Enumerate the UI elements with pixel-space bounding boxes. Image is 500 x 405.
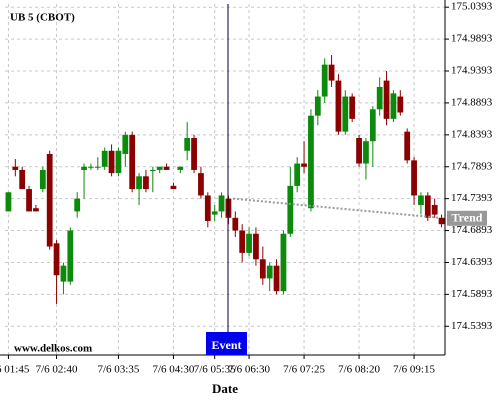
candle-body [67,230,74,282]
candle-body [383,80,390,119]
candle-body [424,195,431,218]
candle-body [33,208,39,212]
watermark: www.delkos.com [14,343,92,355]
x-tick-label: 7/6 01:45 [0,364,30,376]
candle-body [184,138,191,151]
y-tick-label: 174.9893 [451,33,493,45]
x-tick-label: 7/6 04:30 [153,364,195,376]
candle-body [390,93,397,119]
candle-body [438,217,445,225]
candle-body [122,134,129,154]
candle-body [211,211,218,215]
trend-box [447,210,487,226]
candle-body [287,185,294,234]
candle-body [363,141,369,164]
y-tick-label: 174.8893 [451,96,493,108]
event-label: Event [212,338,242,352]
y-tick-label: 174.7893 [451,160,493,172]
candle-body [259,259,266,279]
candle-body [108,150,115,174]
candle-body [273,265,280,292]
candle-body [115,150,122,174]
candle-body [19,169,26,190]
candle-body [246,233,252,253]
candle-body [204,195,211,221]
x-tick-label: 7/6 07:25 [283,364,325,376]
candle-body [349,96,356,119]
chart-title: UB 5 (CBOT) [10,12,75,24]
candle-body [60,265,67,282]
trend-label: Trend [452,211,483,225]
candle-body [314,96,321,116]
candle-body [308,115,314,209]
candle-body [301,163,307,167]
candle-body [129,134,136,190]
y-tick-label: 174.9393 [451,65,493,77]
candle-body [74,198,81,212]
candle-body [12,166,19,170]
candle-body [376,86,383,110]
candle-body [170,185,177,190]
y-tick-label: 174.6393 [451,256,493,268]
candle-body [232,217,239,231]
candle-body [163,166,170,170]
candle-body [218,195,225,212]
candle-body [149,169,156,171]
y-tick-label: 174.8393 [451,128,493,140]
x-tick-label: 7/6 05:35 [194,364,236,376]
y-tick-label: 174.5893 [451,288,493,300]
candle-body [143,176,149,190]
x-tick-label: 7/6 08:20 [338,364,380,376]
event-box [206,332,247,355]
candle-body [397,96,404,113]
plot-area [5,4,445,355]
candle-body [26,189,32,212]
candle-body [5,192,12,212]
candle-body [101,150,108,167]
candle-body [239,230,246,253]
trend-line [232,197,441,219]
candle-body [177,166,184,170]
candle-body [253,233,259,260]
x-axis-title: Date [212,381,238,396]
y-tick-label: 174.6893 [451,224,493,236]
candle-body [46,153,53,247]
candle-body [88,166,94,168]
candle-body [39,169,46,190]
candle-body [335,80,342,132]
candle-body [369,109,376,142]
candle-body [198,173,204,196]
y-tick-label: 174.7393 [451,192,493,204]
x-tick-label: 7/6 03:35 [98,364,140,376]
candle-body [136,176,142,190]
candle-body [418,195,424,206]
candle-body [280,233,287,292]
candle-body [294,163,301,186]
x-tick-label: 7/6 09:15 [393,364,435,376]
x-tick-label: 7/6 06:30 [228,364,270,376]
candle-body [431,205,438,215]
candle-body [411,160,417,196]
candle-body [53,243,60,276]
candle-body [81,166,87,170]
candle-body [328,64,335,81]
candle-body [404,131,411,161]
y-tick-label: 175.0393 [451,1,493,13]
candle-body [342,96,349,132]
candle-body [94,166,101,168]
candle-body [191,138,197,170]
candle-body [356,138,362,164]
candle-body [156,166,163,170]
candle-body [321,64,328,97]
x-tick-label: 7/6 02:40 [36,364,78,376]
y-tick-label: 174.5393 [451,320,493,332]
candle-body [266,265,273,279]
